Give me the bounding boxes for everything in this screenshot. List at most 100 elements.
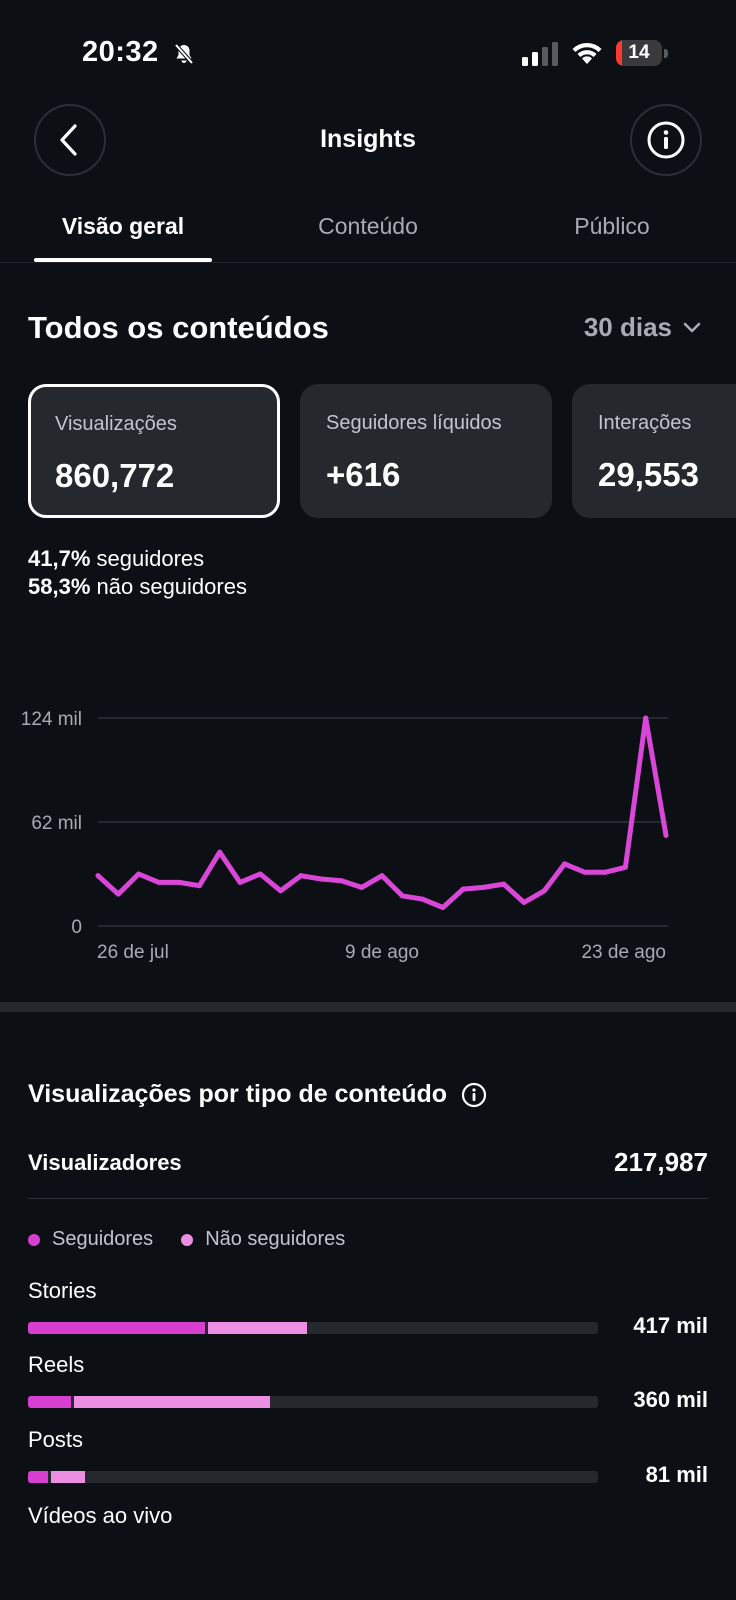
bar-segment-followers: [28, 1396, 71, 1408]
date-range-label: 30 dias: [583, 312, 672, 342]
legend-label: Não seguidores: [205, 1228, 346, 1250]
viewers-value: 217,987: [614, 1147, 708, 1177]
bar-segment-nonfollowers: [207, 1322, 308, 1334]
data-point: [278, 888, 284, 894]
legend-label: Seguidores: [52, 1228, 154, 1250]
metric-card-net-followers[interactable]: Seguidores líquidos +616: [300, 384, 552, 518]
metric-card-interactions[interactable]: Interações 29,553: [572, 384, 736, 518]
bar-segment-followers: [28, 1322, 205, 1334]
section-title: Todos os conteúdos: [28, 310, 329, 345]
row-value-reels: 360 mil: [633, 1387, 708, 1412]
legend: Seguidores Não seguidores: [28, 1228, 345, 1251]
legend-dot: [181, 1233, 194, 1246]
data-point: [318, 876, 324, 882]
data-point: [399, 893, 405, 899]
row-label-posts: Posts: [28, 1427, 84, 1452]
info-icon[interactable]: [461, 1082, 487, 1108]
data-point: [115, 891, 121, 897]
data-point: [359, 884, 365, 890]
data-point: [622, 864, 628, 870]
data-point: [156, 879, 162, 885]
data-point: [521, 900, 527, 906]
chevron-down-icon: [683, 322, 701, 332]
data-point: [196, 883, 202, 889]
battery-icon: 14: [616, 40, 668, 66]
data-point: [480, 884, 486, 890]
page-title: Insights: [320, 125, 416, 153]
data-point: [298, 873, 304, 879]
battery-level: 14: [628, 42, 650, 63]
tab-overview[interactable]: Visão geral: [61, 213, 185, 239]
data-point: [257, 871, 263, 877]
info-button[interactable]: [630, 104, 702, 176]
data-point: [176, 879, 182, 885]
row-value-posts: 81 mil: [645, 1462, 708, 1487]
row-label-stories: Stories: [28, 1278, 97, 1303]
content-views-title-text: Visualizações por tipo de conteúdo: [28, 1080, 448, 1108]
data-point: [663, 832, 669, 838]
section-divider: [0, 1002, 736, 1012]
nonfollowers-split: 58,3% não seguidores: [28, 574, 247, 600]
y-tick-label: 124 mil: [21, 709, 82, 730]
series-line: [95, 715, 669, 910]
data-point: [643, 715, 649, 721]
bar-posts: [28, 1471, 598, 1483]
bar-reels: [28, 1396, 598, 1408]
tabs-divider: [0, 262, 736, 263]
metric-value: +616: [326, 456, 401, 493]
content-views-title: Visualizações por tipo de conteúdo: [28, 1080, 487, 1109]
data-point: [562, 861, 568, 867]
tab-content[interactable]: Conteúdo: [318, 213, 418, 239]
followers-pct: 41,7%: [28, 546, 91, 571]
info-icon: [647, 121, 685, 159]
active-tab-indicator: [34, 258, 212, 262]
data-point: [501, 881, 507, 887]
metric-value: 29,553: [598, 456, 699, 493]
data-point: [136, 871, 142, 877]
data-point: [95, 873, 101, 879]
row-value-stories: 417 mil: [633, 1313, 708, 1338]
y-tick-label: 62 mil: [31, 813, 82, 834]
data-point: [602, 869, 608, 875]
status-time: 20:32: [82, 36, 159, 68]
nonfollowers-text: não seguidores: [96, 574, 247, 599]
wifi-icon: [572, 42, 602, 64]
metric-label: Visualizações: [55, 413, 177, 435]
nonfollowers-pct: 58,3%: [28, 574, 91, 599]
back-button[interactable]: [34, 104, 106, 176]
data-point: [440, 905, 446, 911]
cellular-signal-icon: [522, 42, 558, 66]
data-point: [379, 873, 385, 879]
bell-muted-icon: [174, 43, 194, 65]
date-range-dropdown[interactable]: 30 dias: [584, 312, 702, 343]
metric-label: Interações: [598, 412, 692, 434]
followers-split: 41,7% seguidores: [28, 546, 204, 572]
viewers-label: Visualizadores: [28, 1150, 182, 1175]
metric-value: 860,772: [55, 457, 175, 494]
bar-segment-followers: [28, 1471, 48, 1483]
status-bar: 20:32 14: [0, 0, 736, 100]
x-tick-label: 26 de jul: [97, 942, 169, 963]
data-point: [217, 849, 223, 855]
followers-text: seguidores: [96, 546, 205, 571]
row-label-live: Vídeos ao vivo: [28, 1503, 173, 1528]
data-point: [237, 879, 243, 885]
chevron-left-icon: [60, 124, 77, 156]
row-label-reels: Reels: [28, 1352, 85, 1377]
bar-segment-nonfollowers: [50, 1471, 85, 1483]
data-point: [460, 886, 466, 892]
metric-label: Seguidores líquidos: [326, 412, 502, 434]
divider: [28, 1198, 708, 1199]
tab-audience[interactable]: Público: [574, 213, 650, 239]
data-point: [420, 896, 426, 902]
y-tick-label: 0: [71, 917, 82, 938]
x-tick-label: 23 de ago: [581, 942, 666, 963]
legend-item-followers: Seguidores: [28, 1228, 153, 1251]
data-point: [582, 869, 588, 875]
x-tick-label: 9 de ago: [345, 942, 419, 963]
metric-card-views[interactable]: Visualizações 860,772: [28, 384, 280, 518]
data-point: [541, 888, 547, 894]
bar-stories: [28, 1322, 598, 1334]
legend-item-nonfollowers: Não seguidores: [181, 1228, 345, 1251]
data-point: [338, 878, 344, 884]
